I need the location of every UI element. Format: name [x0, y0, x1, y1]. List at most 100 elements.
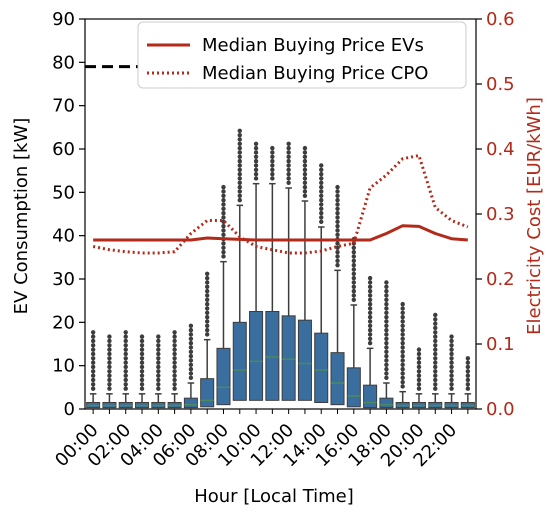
- flier-point: [367, 310, 373, 315]
- flier-point: [156, 386, 161, 391]
- flier-point: [302, 180, 308, 185]
- flier-point: [384, 332, 389, 337]
- flier-point: [188, 340, 194, 346]
- flier-point: [188, 375, 194, 380]
- flier-point: [302, 193, 308, 198]
- flier-point: [465, 360, 471, 365]
- flier-point: [384, 345, 389, 350]
- flier-point: [270, 150, 275, 155]
- flier-point: [270, 167, 275, 172]
- flier-point: [400, 362, 405, 367]
- flier-point: [449, 334, 454, 339]
- flier-point: [188, 366, 194, 372]
- flier-point: [204, 301, 210, 307]
- flier-point: [253, 145, 259, 151]
- flier-point: [156, 382, 161, 387]
- flier-point: [367, 336, 373, 341]
- box-iqr: [232, 321, 247, 401]
- legend-label-cpo: Median Buying Price CPO: [202, 63, 428, 84]
- flier-point: [107, 347, 112, 352]
- flier-point: [139, 338, 145, 344]
- price-lines-layer: [92, 154, 469, 255]
- flier-point: [123, 330, 128, 335]
- legend: Median Buying Price EVs Median Buying Pr…: [137, 21, 467, 89]
- box-iqr: [330, 352, 345, 406]
- flier-point: [221, 215, 226, 220]
- flier-point: [400, 375, 405, 380]
- flier-point: [221, 254, 226, 259]
- flier-point: [335, 241, 340, 246]
- flier-point: [400, 353, 405, 359]
- flier-point: [237, 137, 242, 142]
- flier-point: [172, 364, 177, 370]
- boxplot-layer: [86, 128, 475, 409]
- flier-point: [351, 284, 357, 289]
- flier-point: [367, 319, 373, 324]
- flier-point: [400, 336, 405, 341]
- flier-point: [367, 297, 373, 302]
- flier-point: [139, 334, 145, 339]
- flier-point: [172, 338, 177, 344]
- flier-point: [139, 356, 145, 361]
- flier-point: [319, 167, 324, 172]
- box-hour-0: [86, 330, 101, 409]
- flier-point: [351, 245, 357, 250]
- flier-point: [90, 356, 96, 361]
- flier-point: [188, 358, 194, 363]
- flier-point: [172, 347, 177, 352]
- flier-point: [90, 373, 96, 378]
- flier-point: [204, 332, 210, 337]
- box-hour-9: [232, 128, 247, 401]
- flier-point: [335, 232, 340, 237]
- flier-point: [319, 189, 324, 194]
- flier-point: [270, 145, 275, 151]
- flier-point: [286, 141, 291, 146]
- flier-point: [335, 258, 340, 263]
- box-hour-1: [102, 334, 117, 409]
- flier-point: [237, 184, 242, 190]
- flier-point: [172, 351, 177, 357]
- flier-point: [335, 219, 340, 224]
- flier-point: [449, 373, 454, 378]
- flier-point: [204, 275, 210, 281]
- flier-point: [367, 275, 373, 281]
- flier-point: [465, 382, 471, 387]
- flier-point: [351, 254, 357, 259]
- flier-point: [335, 197, 340, 203]
- legend-label-evs: Median Buying Price EVs: [202, 35, 424, 56]
- flier-point: [416, 382, 422, 387]
- flier-point: [465, 369, 471, 374]
- flier-point: [286, 176, 291, 181]
- flier-point: [139, 373, 145, 378]
- flier-point: [400, 323, 405, 328]
- flier-point: [416, 360, 422, 365]
- flier-point: [123, 364, 128, 370]
- flier-point: [433, 351, 438, 357]
- flier-point: [384, 327, 389, 333]
- flier-point: [351, 280, 357, 285]
- y-tick-label: 80: [52, 52, 75, 73]
- flier-point: [188, 336, 194, 341]
- y-tick-label: 60: [52, 139, 75, 160]
- flier-point: [139, 343, 145, 348]
- flier-point: [335, 184, 340, 190]
- flier-point: [237, 145, 242, 151]
- box-iqr: [297, 319, 312, 401]
- flier-point: [400, 314, 405, 320]
- flier-point: [335, 215, 340, 220]
- flier-point: [123, 377, 128, 383]
- x-axis-label: Hour [Local Time]: [194, 486, 354, 507]
- box-iqr: [314, 332, 329, 403]
- flier-point: [302, 176, 308, 181]
- flier-point: [416, 369, 422, 374]
- flier-point: [286, 167, 291, 172]
- flier-point: [237, 150, 242, 155]
- flier-point: [139, 382, 145, 387]
- flier-point: [204, 319, 210, 324]
- flier-point: [335, 193, 340, 198]
- flier-point: [156, 338, 161, 344]
- flier-point: [172, 356, 177, 361]
- flier-point: [123, 356, 128, 361]
- flier-point: [449, 356, 454, 361]
- flier-point: [204, 284, 210, 289]
